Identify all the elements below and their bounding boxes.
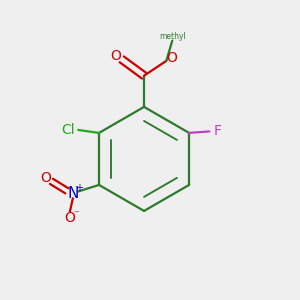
Text: +: + xyxy=(75,183,83,193)
Text: methyl: methyl xyxy=(159,32,186,41)
Text: F: F xyxy=(213,124,221,138)
Text: ⁻: ⁻ xyxy=(74,210,80,220)
Text: N: N xyxy=(67,186,79,201)
Text: O: O xyxy=(64,211,75,225)
Text: O: O xyxy=(110,49,121,63)
Text: Cl: Cl xyxy=(61,123,75,137)
Text: O: O xyxy=(40,171,51,185)
Text: O: O xyxy=(166,51,177,65)
